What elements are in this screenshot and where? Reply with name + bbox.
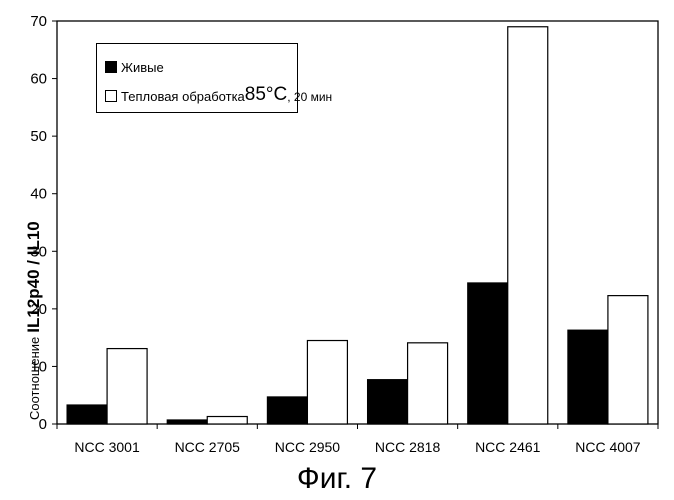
bar-heat: [106, 347, 148, 425]
legend-label-heat-temp: 85°C: [244, 84, 288, 105]
figure-caption: Фиг. 7: [296, 462, 378, 495]
legend: Живые Тепловая обработка 85°C , 20 мин: [96, 43, 332, 113]
bar-live: [366, 379, 409, 425]
legend-swatch-heat: [105, 90, 117, 102]
bar-heat: [607, 295, 649, 425]
bar-heat: [206, 415, 248, 425]
legend-swatch-live: [105, 61, 117, 73]
x-tick-label: NCC 2950: [275, 439, 341, 455]
bar-live: [166, 419, 208, 425]
legend-item-live: Живые: [105, 60, 164, 75]
bar-heat: [406, 342, 449, 425]
bar-heat: [507, 26, 549, 425]
y-tick-label: 0: [39, 416, 47, 433]
x-tick-label: NCC 2705: [175, 439, 241, 455]
bars: [66, 26, 649, 425]
y-axis-title-main: IL12p40 / IL10: [24, 221, 43, 333]
y-tick-label: 20: [30, 301, 47, 318]
y-axis-ticks: 0 10 20 30 40 50 60 70: [30, 13, 57, 433]
bar-live: [467, 282, 509, 425]
y-tick-label: 30: [30, 243, 47, 260]
legend-label-live: Живые: [121, 60, 164, 75]
y-axis-title: Соотношение IL12p40 / IL10: [24, 221, 44, 420]
y-tick-label: 40: [30, 186, 47, 203]
y-tick-label: 10: [30, 358, 47, 375]
bar-live: [266, 396, 309, 425]
x-axis-labels: NCC 3001 NCC 2705 NCC 2950 NCC 2818 NCC 2461…: [56, 424, 659, 455]
legend-label-heat-suffix: , 20 мин: [287, 90, 333, 104]
x-tick-label: NCC 3001: [74, 439, 140, 455]
y-tick-label: 60: [30, 71, 47, 88]
bar-live: [567, 329, 609, 425]
y-axis-title-prefix: Соотношение: [27, 336, 42, 420]
legend-item-heat: Тепловая обработка 85°C , 20 мин: [105, 85, 332, 104]
x-tick-label: NCC 2461: [475, 439, 541, 455]
bar-live: [66, 404, 108, 425]
legend-label-heat-prefix: Тепловая обработка: [121, 89, 245, 104]
y-tick-label: 50: [30, 128, 47, 145]
x-tick-label: NCC 2818: [375, 439, 441, 455]
bar-heat: [306, 339, 349, 425]
y-tick-label: 70: [30, 13, 47, 30]
x-tick-label: NCC 4007: [575, 439, 641, 455]
